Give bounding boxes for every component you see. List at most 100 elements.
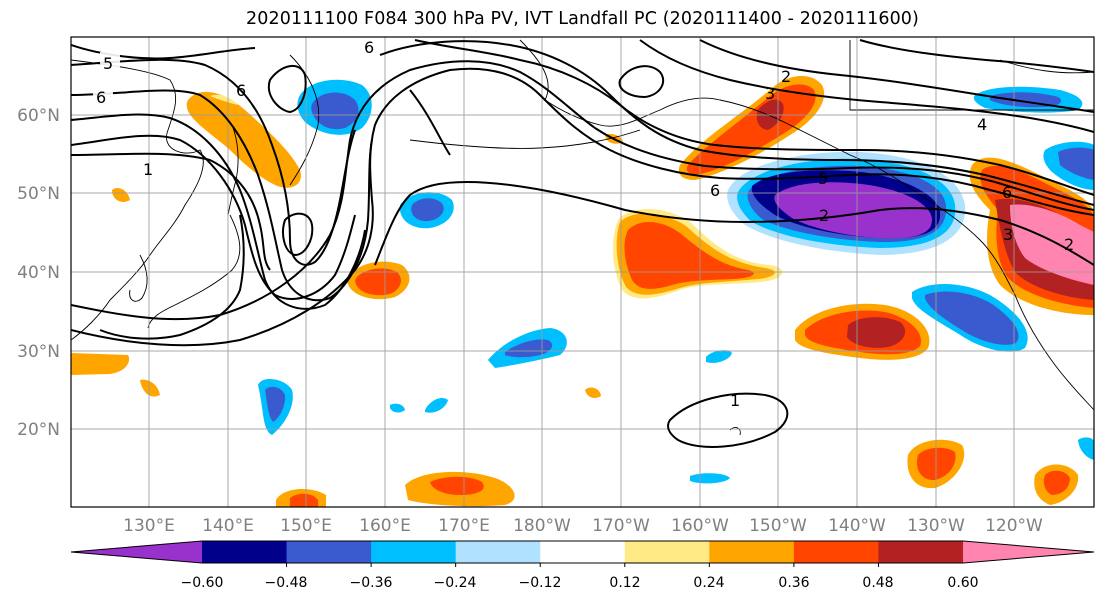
contour-layer — [71, 39, 1094, 448]
anomaly-orange-small-3 — [585, 387, 601, 398]
colorbar-segment — [202, 541, 288, 563]
colorbar-tick-label-neg060: −0.60 — [181, 575, 224, 591]
contour-line-15 — [618, 65, 665, 99]
anomaly-blue-small-2 — [390, 403, 405, 413]
anomaly-darkred-south — [847, 317, 906, 348]
anomaly-blue2-subtrop — [505, 339, 553, 358]
contour-label-2-gulf: 2 — [819, 206, 829, 225]
colorbar-tick-label-neg036: −0.36 — [350, 575, 393, 591]
anomaly-blue-east-inner — [925, 291, 1019, 345]
anomaly-orange-west-edge — [71, 353, 130, 375]
colorbar-segment — [286, 541, 372, 563]
map-title: 2020111100 F084 300 hPa PV, IVT Landfall… — [246, 9, 919, 29]
coast-japan — [147, 214, 241, 329]
anomaly-red-trop — [430, 476, 484, 495]
lon-label-120w: 120°W — [985, 516, 1043, 536]
contour-label-6-pnw: 6 — [1002, 183, 1012, 202]
lon-label-140w: 140°W — [828, 516, 886, 536]
anomaly-orange-japan — [186, 91, 301, 188]
anomaly-blue-mexico — [1078, 437, 1094, 460]
coastline-layer — [71, 39, 1094, 436]
colorbar-outline — [70, 540, 1095, 564]
anomaly-blue2-nwpac — [411, 198, 444, 222]
colorbar-tick-label-neg048: −0.48 — [265, 575, 308, 591]
anomaly-orange-small-2 — [112, 188, 130, 202]
lon-label-130e: 130°E — [123, 516, 175, 536]
coast-asia — [71, 59, 204, 341]
colorbar-segment — [709, 541, 795, 563]
colorbar-segment — [371, 541, 457, 563]
colorbar: −0.60 −0.48 −0.36 −0.24 −0.12 0.12 0.24 … — [70, 540, 1095, 591]
colorbar-tick-label-neg012: −0.12 — [519, 575, 562, 591]
colorbar-tick-label-012: 0.12 — [609, 575, 640, 591]
lon-label-160e: 160°E — [359, 516, 411, 536]
contour-label-2-alaska: 2 — [781, 67, 791, 86]
colorbar-segment — [624, 541, 710, 563]
contour-line-20 — [71, 44, 256, 60]
contour-label-4-canada: 4 — [977, 115, 987, 134]
contour-label-3-alaska: 3 — [765, 84, 775, 103]
anomaly-blue-kamchatka-inner — [311, 92, 359, 130]
colorbar-tick-label-024: 0.24 — [693, 575, 724, 591]
contour-line-18 — [99, 214, 245, 340]
colorbar-segment — [540, 541, 626, 563]
colorbar-segment — [878, 541, 964, 563]
anomaly-pink-pnw — [1010, 204, 1094, 285]
colorbar-extend-low — [71, 541, 202, 563]
contour-line-4 — [71, 89, 373, 302]
anomaly-blue2-hudson — [1058, 147, 1094, 180]
colorbar-segments — [70, 540, 1095, 564]
colorbar-segment — [793, 541, 879, 563]
contour-label-6-kamchatka: 6 — [364, 38, 374, 57]
coast-korea — [129, 254, 148, 302]
anomaly-yellow-japan — [210, 94, 238, 105]
longitude-labels: 130°E 140°E 150°E 160°E 170°E 180°W 170°… — [123, 516, 1043, 536]
anomaly-red-south-3 — [1043, 470, 1070, 495]
colorbar-ticks — [286, 563, 879, 567]
latitude-labels: 60°N 50°N 40°N 30°N 20°N — [17, 106, 60, 440]
contour-label-6-gulf: 6 — [710, 181, 720, 200]
colorbar-extend-high — [963, 541, 1094, 563]
lon-label-150e: 150°E — [280, 516, 332, 536]
colorbar-segment — [455, 541, 541, 563]
lon-label-150w: 150°W — [749, 516, 807, 536]
lon-label-130w: 130°W — [907, 516, 965, 536]
contour-label-3-pnw: 3 — [1003, 225, 1013, 244]
map-frame — [70, 36, 1095, 508]
anomaly-red-trop-2 — [290, 493, 318, 507]
colorbar-tick-label-048: 0.48 — [862, 575, 893, 591]
contour-line-8 — [374, 181, 1094, 266]
lat-label-60n: 60°N — [17, 106, 60, 126]
coast-alaska — [519, 39, 1094, 411]
lon-label-170e: 170°E — [438, 516, 490, 536]
lat-label-40n: 40°N — [17, 263, 60, 283]
coast-canada — [849, 40, 1094, 111]
contour-label-1-hawaii: 1 — [730, 391, 740, 410]
lon-label-140e: 140°E — [202, 516, 254, 536]
anomaly-blue2-wpac — [265, 386, 286, 422]
contour-line-13 — [859, 39, 1094, 73]
lon-label-160w: 160°W — [671, 516, 729, 536]
lon-label-170w: 170°W — [592, 516, 650, 536]
colorbar-tick-label-neg024: −0.24 — [434, 575, 477, 591]
contour-label-6-west: 6 — [96, 88, 106, 107]
anomaly-purple-gulf — [774, 182, 932, 239]
contour-label-5-gulf: 5 — [818, 169, 828, 188]
contour-line-12 — [699, 39, 1094, 113]
anomaly-red2-nwpac — [355, 268, 401, 296]
contour-line-16 — [267, 65, 307, 114]
contour-label-6-japan: 6 — [236, 81, 246, 100]
contour-line-19 — [409, 89, 451, 156]
contour-line-3 — [71, 113, 366, 310]
contour-line-10 — [414, 39, 1094, 196]
contour-label-5-west: 5 — [103, 54, 113, 73]
lat-label-30n: 30°N — [17, 342, 60, 362]
colorbar-tick-label-036: 0.36 — [778, 575, 809, 591]
contour-line-11 — [639, 39, 1094, 133]
anomaly-blue-small-3 — [706, 350, 732, 363]
contour-label-1-west: 1 — [143, 160, 153, 179]
contour-line-2 — [71, 134, 356, 300]
contour-line-14 — [667, 392, 789, 448]
lat-label-50n: 50°N — [17, 184, 60, 204]
